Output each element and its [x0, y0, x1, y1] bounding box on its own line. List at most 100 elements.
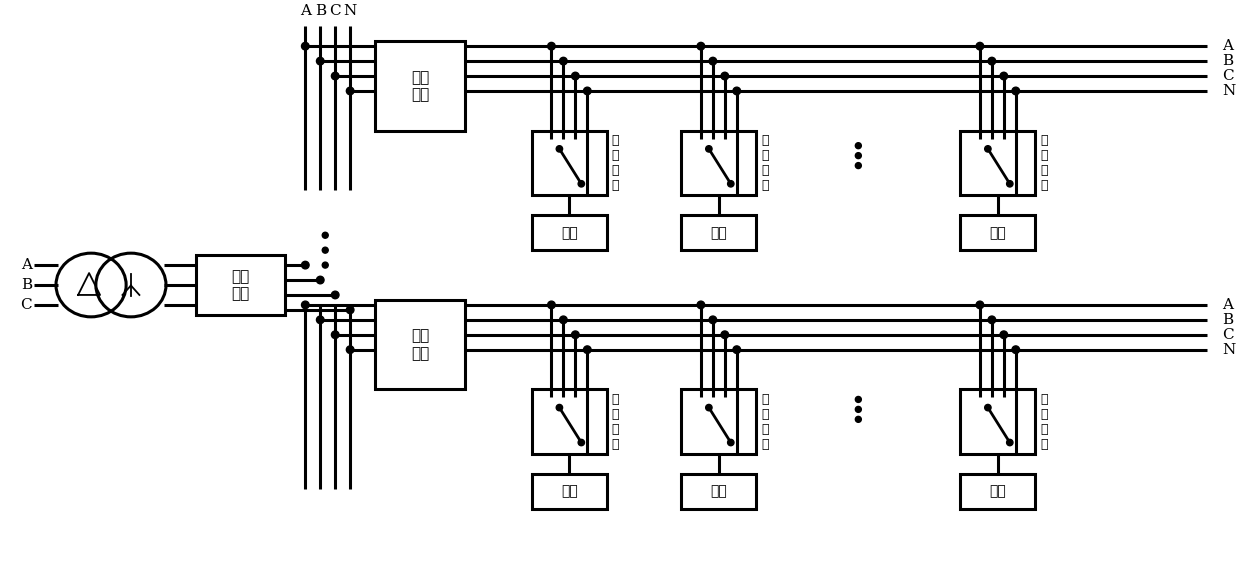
Text: B: B	[1223, 54, 1233, 68]
Circle shape	[706, 405, 712, 411]
Circle shape	[331, 291, 339, 299]
Text: 换
相
开
关: 换 相 开 关	[1040, 393, 1048, 451]
Circle shape	[733, 87, 740, 95]
Bar	[374, 41, 465, 131]
Circle shape	[999, 72, 1008, 80]
Text: 换
相
开
关: 换 相 开 关	[761, 393, 769, 451]
Circle shape	[856, 162, 862, 169]
Text: 用户: 用户	[560, 484, 578, 499]
Circle shape	[584, 346, 591, 353]
Text: B: B	[21, 278, 32, 292]
Text: 换
相
开
关: 换 相 开 关	[611, 393, 619, 451]
Bar	[682, 131, 756, 196]
Circle shape	[331, 331, 339, 339]
Text: A: A	[21, 258, 32, 272]
Circle shape	[856, 153, 862, 158]
Circle shape	[331, 72, 339, 80]
Bar	[374, 300, 465, 389]
Circle shape	[301, 301, 309, 309]
Circle shape	[856, 416, 862, 422]
Text: 换
相
开
关: 换 相 开 关	[611, 134, 619, 192]
Text: 换
相
开
关: 换 相 开 关	[761, 134, 769, 192]
Bar	[532, 389, 606, 454]
Circle shape	[322, 247, 329, 253]
Bar	[682, 215, 756, 250]
Circle shape	[733, 346, 740, 353]
Circle shape	[856, 406, 862, 412]
Circle shape	[578, 439, 584, 446]
Text: N: N	[1223, 343, 1235, 357]
Circle shape	[316, 58, 324, 65]
Circle shape	[322, 262, 329, 268]
Circle shape	[346, 87, 353, 95]
Circle shape	[301, 42, 309, 50]
Circle shape	[548, 301, 556, 309]
Circle shape	[346, 306, 353, 314]
Bar	[682, 389, 756, 454]
Circle shape	[988, 316, 996, 324]
Text: N: N	[1223, 84, 1235, 98]
Text: B: B	[1223, 313, 1233, 327]
Circle shape	[706, 146, 712, 152]
Circle shape	[346, 346, 353, 353]
Circle shape	[559, 316, 567, 324]
Circle shape	[548, 42, 556, 50]
Bar	[961, 389, 1035, 454]
Bar	[532, 131, 606, 196]
Circle shape	[578, 181, 584, 187]
Text: A: A	[1223, 39, 1233, 53]
Circle shape	[316, 316, 324, 324]
Text: 主控
开关: 主控 开关	[410, 70, 429, 102]
Circle shape	[1007, 439, 1013, 446]
Circle shape	[988, 58, 996, 65]
Bar	[682, 474, 756, 509]
Text: 用户: 用户	[990, 484, 1006, 499]
Text: 用户: 用户	[990, 226, 1006, 240]
Circle shape	[999, 331, 1008, 339]
Text: 主控
终端: 主控 终端	[232, 269, 249, 301]
Circle shape	[709, 58, 717, 65]
Circle shape	[697, 301, 704, 309]
Circle shape	[1012, 87, 1019, 95]
Circle shape	[572, 72, 579, 80]
Circle shape	[985, 146, 991, 152]
Text: 用户: 用户	[711, 484, 727, 499]
Circle shape	[1007, 181, 1013, 187]
Text: 用户: 用户	[711, 226, 727, 240]
Circle shape	[720, 72, 729, 80]
Bar	[532, 474, 606, 509]
Circle shape	[856, 397, 862, 402]
Text: A: A	[300, 5, 311, 18]
Circle shape	[976, 301, 983, 309]
Circle shape	[709, 316, 717, 324]
Circle shape	[720, 331, 729, 339]
Text: C: C	[1223, 69, 1234, 83]
Circle shape	[559, 58, 567, 65]
Circle shape	[856, 142, 862, 149]
Bar	[961, 215, 1035, 250]
Text: N: N	[343, 5, 357, 18]
Circle shape	[985, 405, 991, 411]
Circle shape	[557, 146, 563, 152]
Text: 用户: 用户	[560, 226, 578, 240]
Circle shape	[322, 232, 329, 238]
Text: C: C	[1223, 328, 1234, 342]
Circle shape	[572, 331, 579, 339]
Circle shape	[728, 181, 734, 187]
Circle shape	[301, 261, 309, 269]
Text: C: C	[330, 5, 341, 18]
Text: 主控
开关: 主控 开关	[410, 328, 429, 361]
Text: 换
相
开
关: 换 相 开 关	[1040, 134, 1048, 192]
Circle shape	[1012, 346, 1019, 353]
Bar	[196, 255, 285, 315]
Circle shape	[316, 276, 324, 284]
Text: A: A	[1223, 298, 1233, 312]
Text: B: B	[315, 5, 326, 18]
Bar	[961, 474, 1035, 509]
Circle shape	[728, 439, 734, 446]
Circle shape	[584, 87, 591, 95]
Circle shape	[697, 42, 704, 50]
Text: C: C	[21, 298, 32, 312]
Bar	[532, 215, 606, 250]
Circle shape	[557, 405, 563, 411]
